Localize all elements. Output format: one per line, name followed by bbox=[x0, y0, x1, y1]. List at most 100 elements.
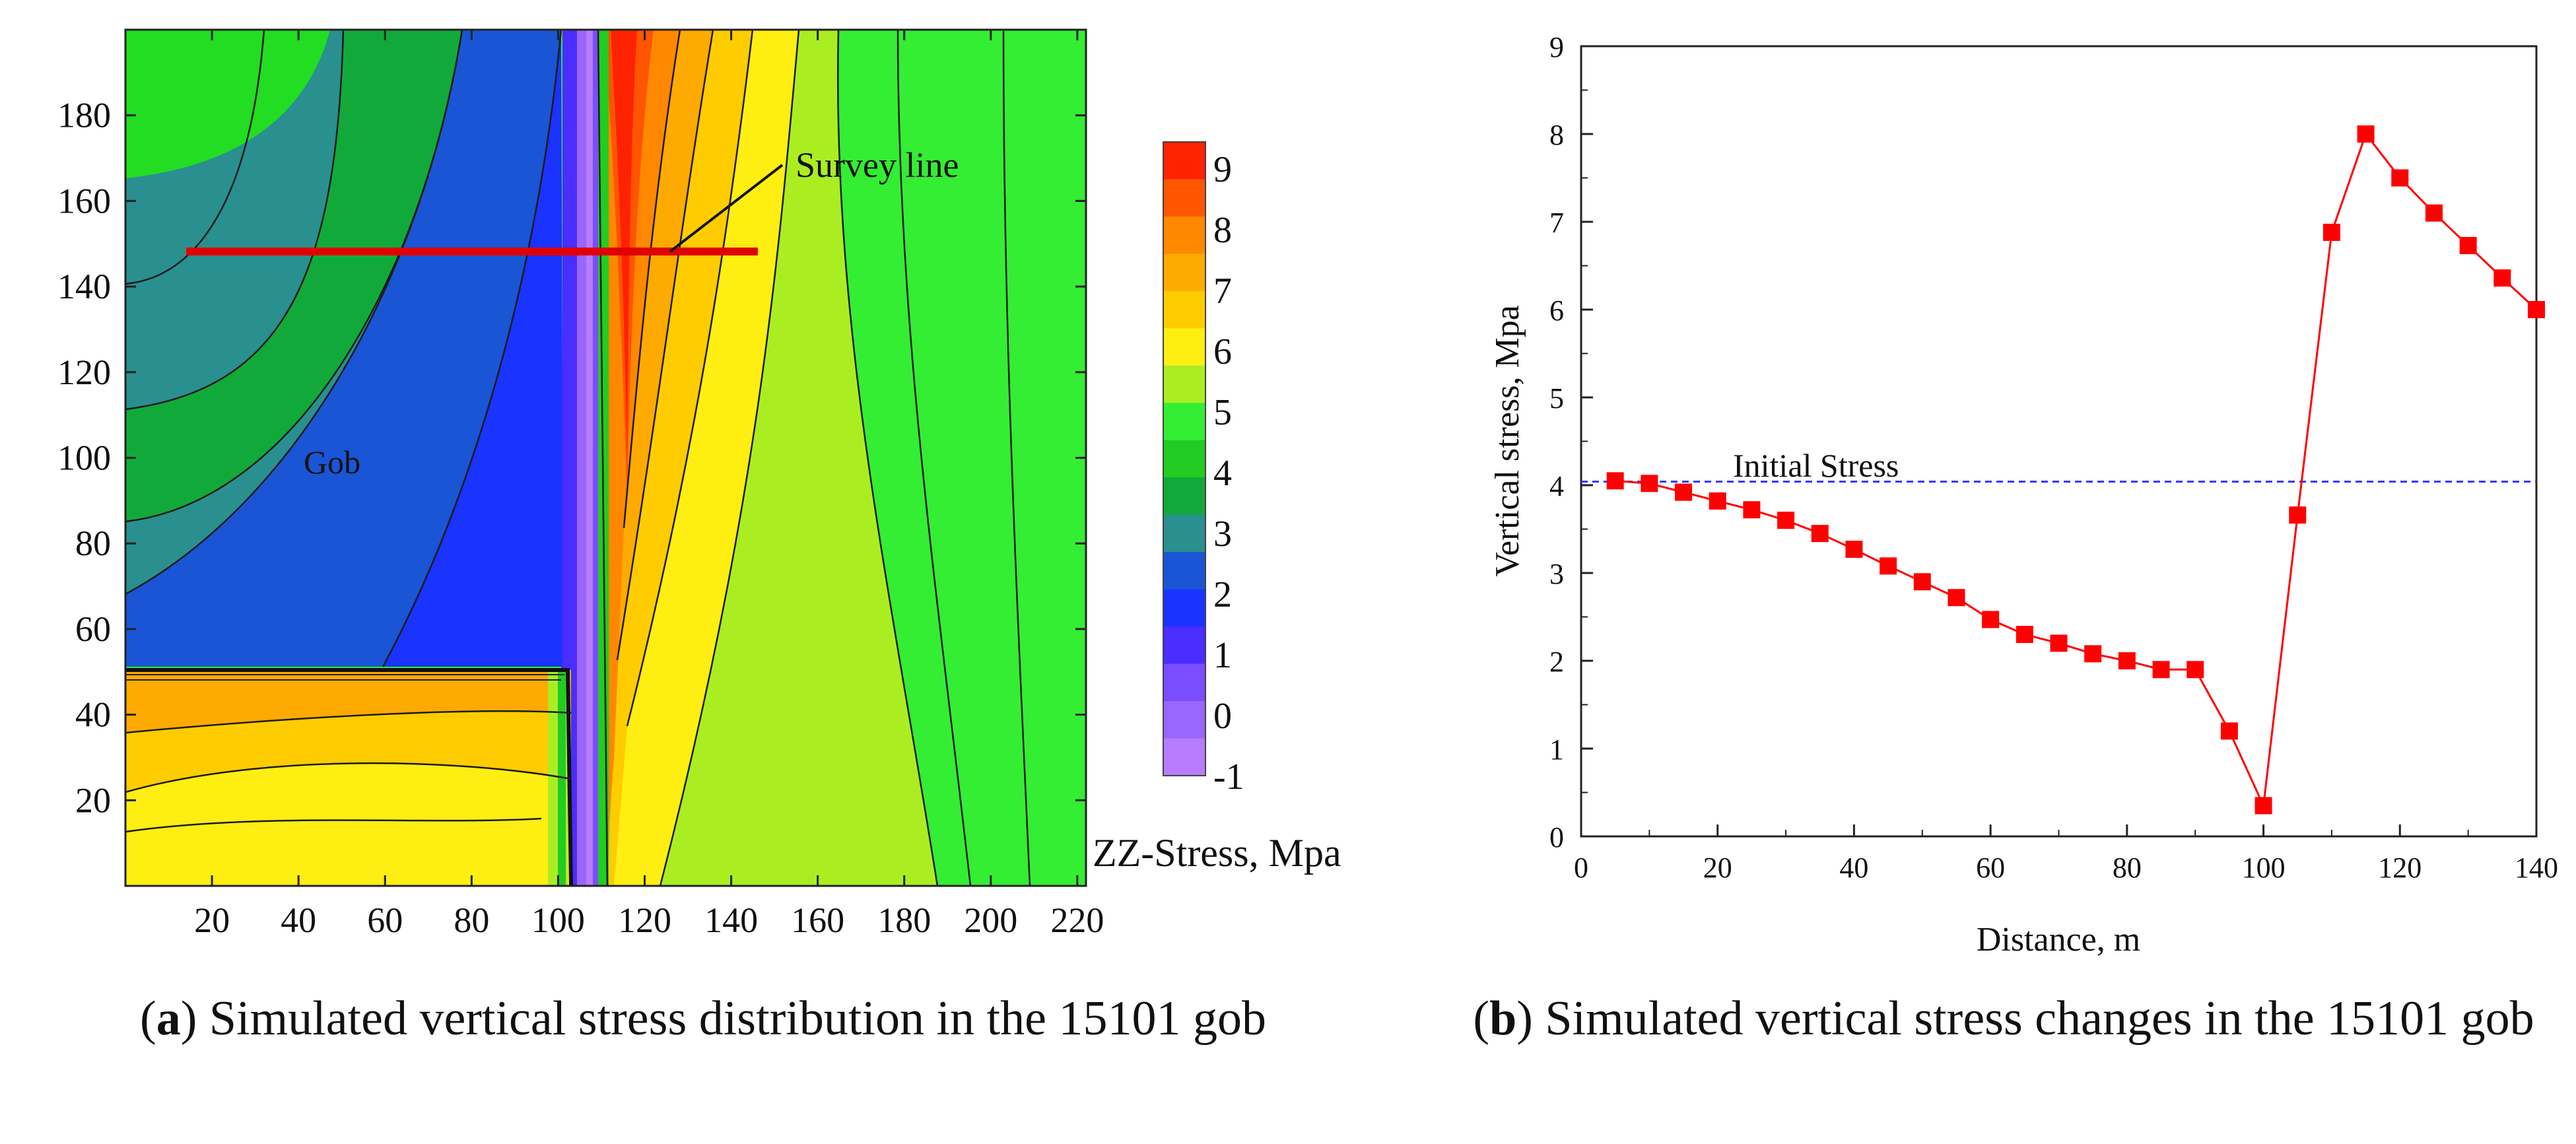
data-point bbox=[1606, 472, 1624, 490]
colorbar-segment bbox=[1163, 179, 1205, 217]
data-point bbox=[1880, 557, 1897, 575]
data-point bbox=[1811, 525, 1829, 543]
data-point bbox=[2016, 626, 2033, 644]
caption-a: (a) Simulated vertical stress distributi… bbox=[140, 992, 1266, 1046]
stress-contour-panel: Survey line Gob 20 40 60 80 100 120 140 160 180 2… bbox=[57, 28, 1341, 940]
y-axis-label: Vertical stress, Mpa bbox=[1489, 305, 1526, 577]
colorbar-segment bbox=[1163, 142, 1205, 180]
y-tick-label: 1 bbox=[1549, 733, 1564, 766]
data-point bbox=[1913, 573, 1931, 591]
data-point bbox=[1743, 501, 1761, 519]
heatmap-x-tick-label: 160 bbox=[791, 900, 844, 940]
colorbar-segment bbox=[1163, 440, 1205, 478]
data-point bbox=[1845, 541, 1863, 558]
heatmap-y-tick-label: 180 bbox=[57, 96, 111, 135]
x-tick-label: 20 bbox=[1703, 852, 1732, 884]
data-point bbox=[2289, 506, 2307, 524]
data-point bbox=[2220, 722, 2238, 740]
heatmap-x-ticks: 20 40 60 80 100 120 140 160 180 200 220 bbox=[194, 30, 1104, 940]
heatmap-y-tick-label: 40 bbox=[75, 695, 111, 735]
x-tick-label: 100 bbox=[2242, 852, 2286, 884]
heatmap-x-tick-label: 40 bbox=[281, 900, 316, 940]
heatmap-y-ticks: 20 40 60 80 100 120 140 160 180 bbox=[57, 96, 1086, 820]
data-point bbox=[2322, 223, 2340, 241]
heatmap-x-tick-label: 100 bbox=[531, 900, 585, 940]
colorbar-segment bbox=[1163, 403, 1205, 441]
colorbar-tick-label: 8 bbox=[1213, 210, 1232, 251]
heatmap-x-tick-label: 80 bbox=[454, 900, 489, 940]
colorbar-tick-label: 2 bbox=[1213, 574, 1232, 615]
colorbar-segment bbox=[1163, 626, 1205, 665]
colorbar-tick-label: 6 bbox=[1213, 331, 1232, 372]
gob-label: Gob bbox=[304, 444, 360, 481]
y-tick-label: 7 bbox=[1549, 207, 1564, 239]
colorbar-tick-label: 7 bbox=[1213, 271, 1232, 312]
y-tick-label: 0 bbox=[1549, 821, 1564, 854]
heatmap-x-tick-label: 60 bbox=[367, 900, 403, 940]
colorbar-segment bbox=[1163, 365, 1205, 403]
x-tick-label: 60 bbox=[1976, 852, 2005, 884]
heatmap-x-tick-label: 200 bbox=[964, 900, 1017, 940]
heatmap-y-tick-label: 160 bbox=[57, 181, 111, 220]
colorbar-tick-label: 9 bbox=[1213, 149, 1232, 190]
heatmap-y-tick-label: 60 bbox=[75, 609, 111, 649]
data-point bbox=[1948, 589, 1965, 607]
series-markers bbox=[1606, 125, 2545, 815]
line-chart-axes: 0 20 40 60 80 100 120 140 0 1 2 3 4 5 6 7 8 9 bbox=[1549, 31, 2558, 884]
colorbar-segment bbox=[1163, 701, 1205, 739]
colorbar-segment bbox=[1163, 290, 1205, 329]
colorbar-segment bbox=[1163, 663, 1205, 702]
x-tick-label: 40 bbox=[1839, 852, 1868, 884]
y-tick-label: 4 bbox=[1549, 470, 1564, 502]
caption-a-letter: a bbox=[156, 992, 181, 1046]
caption-b: (b) Simulated vertical stress changes in… bbox=[1473, 992, 2534, 1046]
stress-line-panel: 0 20 40 60 80 100 120 140 0 1 2 3 4 5 6 7 8 9 Initial Str… bbox=[1489, 31, 2558, 959]
heatmap-y-tick-label: 140 bbox=[57, 267, 111, 306]
data-point bbox=[2050, 634, 2068, 652]
y-tick-label: 5 bbox=[1549, 382, 1564, 415]
colorbar-segment bbox=[1163, 738, 1205, 776]
caption-b-text: Simulated vertical stress changes in the… bbox=[1532, 992, 2534, 1046]
colorbar-tick-label: 1 bbox=[1213, 635, 1232, 676]
colorbar-tick-label: 3 bbox=[1213, 514, 1232, 555]
colorbar-tick-label: 5 bbox=[1213, 392, 1232, 433]
heatmap-x-tick-label: 20 bbox=[194, 900, 230, 940]
colorbar-segment bbox=[1163, 552, 1205, 590]
initial-stress-label: Initial Stress bbox=[1733, 447, 1899, 484]
data-point bbox=[2186, 661, 2204, 679]
colorbar-segment bbox=[1163, 328, 1205, 366]
colorbar-segment bbox=[1163, 589, 1205, 627]
data-point bbox=[1675, 483, 1693, 501]
heatmap-y-tick-label: 80 bbox=[75, 523, 111, 563]
data-point bbox=[2425, 204, 2443, 222]
x-tick-label: 0 bbox=[1574, 852, 1588, 884]
heatmap-y-tick-label: 20 bbox=[75, 780, 111, 820]
heatmap-y-tick-label: 100 bbox=[57, 438, 111, 478]
colorbar-tick-label: -1 bbox=[1213, 757, 1244, 797]
y-tick-label: 2 bbox=[1549, 646, 1564, 678]
survey-line-pointer bbox=[669, 164, 784, 253]
data-point bbox=[2357, 125, 2375, 143]
data-point bbox=[2459, 236, 2477, 254]
x-axis-label: Distance, m bbox=[1977, 921, 2140, 959]
colorbar-label: ZZ-Stress, Mpa bbox=[1093, 831, 1341, 875]
heatmap-y-tick-label: 120 bbox=[57, 353, 111, 392]
colorbar-frame bbox=[1163, 141, 1206, 776]
heatmap-x-tick-label: 220 bbox=[1050, 900, 1104, 940]
data-point bbox=[2528, 301, 2545, 318]
colorbar-segment bbox=[1163, 216, 1205, 254]
colorbar-tick-label: 0 bbox=[1213, 696, 1232, 737]
data-point bbox=[1641, 475, 1658, 492]
colorbar-segment bbox=[1163, 514, 1205, 553]
data-point bbox=[2084, 645, 2102, 663]
data-point bbox=[2254, 797, 2272, 815]
survey-line-label: Survey line bbox=[796, 145, 959, 185]
caption-a-text: Simulated vertical stress distribution i… bbox=[197, 992, 1266, 1046]
heatmap-x-tick-label: 140 bbox=[704, 900, 758, 940]
data-point bbox=[1709, 492, 1726, 510]
data-point bbox=[2152, 661, 2170, 679]
y-tick-label: 3 bbox=[1549, 558, 1564, 590]
data-point bbox=[2493, 269, 2511, 287]
series-line bbox=[1615, 131, 2536, 809]
